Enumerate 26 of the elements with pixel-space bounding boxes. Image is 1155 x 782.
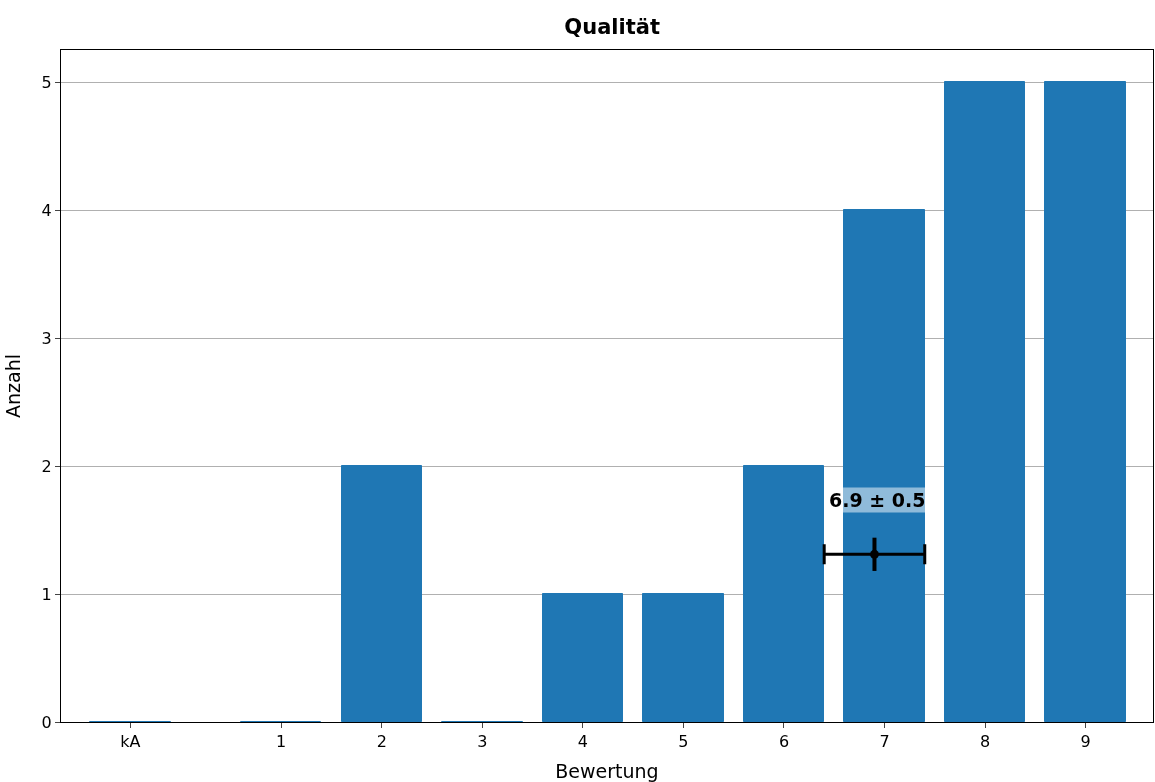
x-tick-label: 9	[1080, 732, 1091, 752]
x-tick-label: 4	[577, 732, 588, 752]
annotation: 6.9 ± 0.5	[829, 489, 926, 511]
x-tick-label: 6	[778, 732, 790, 752]
x-tick-label: kA	[120, 732, 141, 752]
y-tick-label: 2	[41, 456, 52, 476]
x-tick-label: 2	[376, 732, 387, 752]
bar	[743, 465, 824, 722]
y-axis-title: Anzahl	[2, 354, 25, 418]
bar	[642, 593, 724, 722]
x-tick-label: 5	[678, 732, 689, 752]
x-tick-label: 3	[477, 732, 488, 752]
bar	[542, 593, 623, 722]
y-tick-label: 0	[41, 712, 52, 732]
x-axis-title: Bewertung	[555, 760, 659, 782]
y-tick-label: 3	[41, 328, 52, 348]
x-tick-label: 1	[276, 732, 287, 752]
bar	[341, 465, 422, 722]
y-tick-label: 5	[41, 72, 52, 92]
bar	[944, 81, 1025, 722]
x-tick-label: 7	[879, 732, 890, 752]
y-tick-label: 4	[41, 200, 52, 220]
chart-title: Qualität	[564, 15, 660, 40]
bar	[1044, 81, 1126, 722]
x-tick-label: 8	[979, 732, 991, 752]
y-tick-label: 1	[41, 584, 52, 604]
